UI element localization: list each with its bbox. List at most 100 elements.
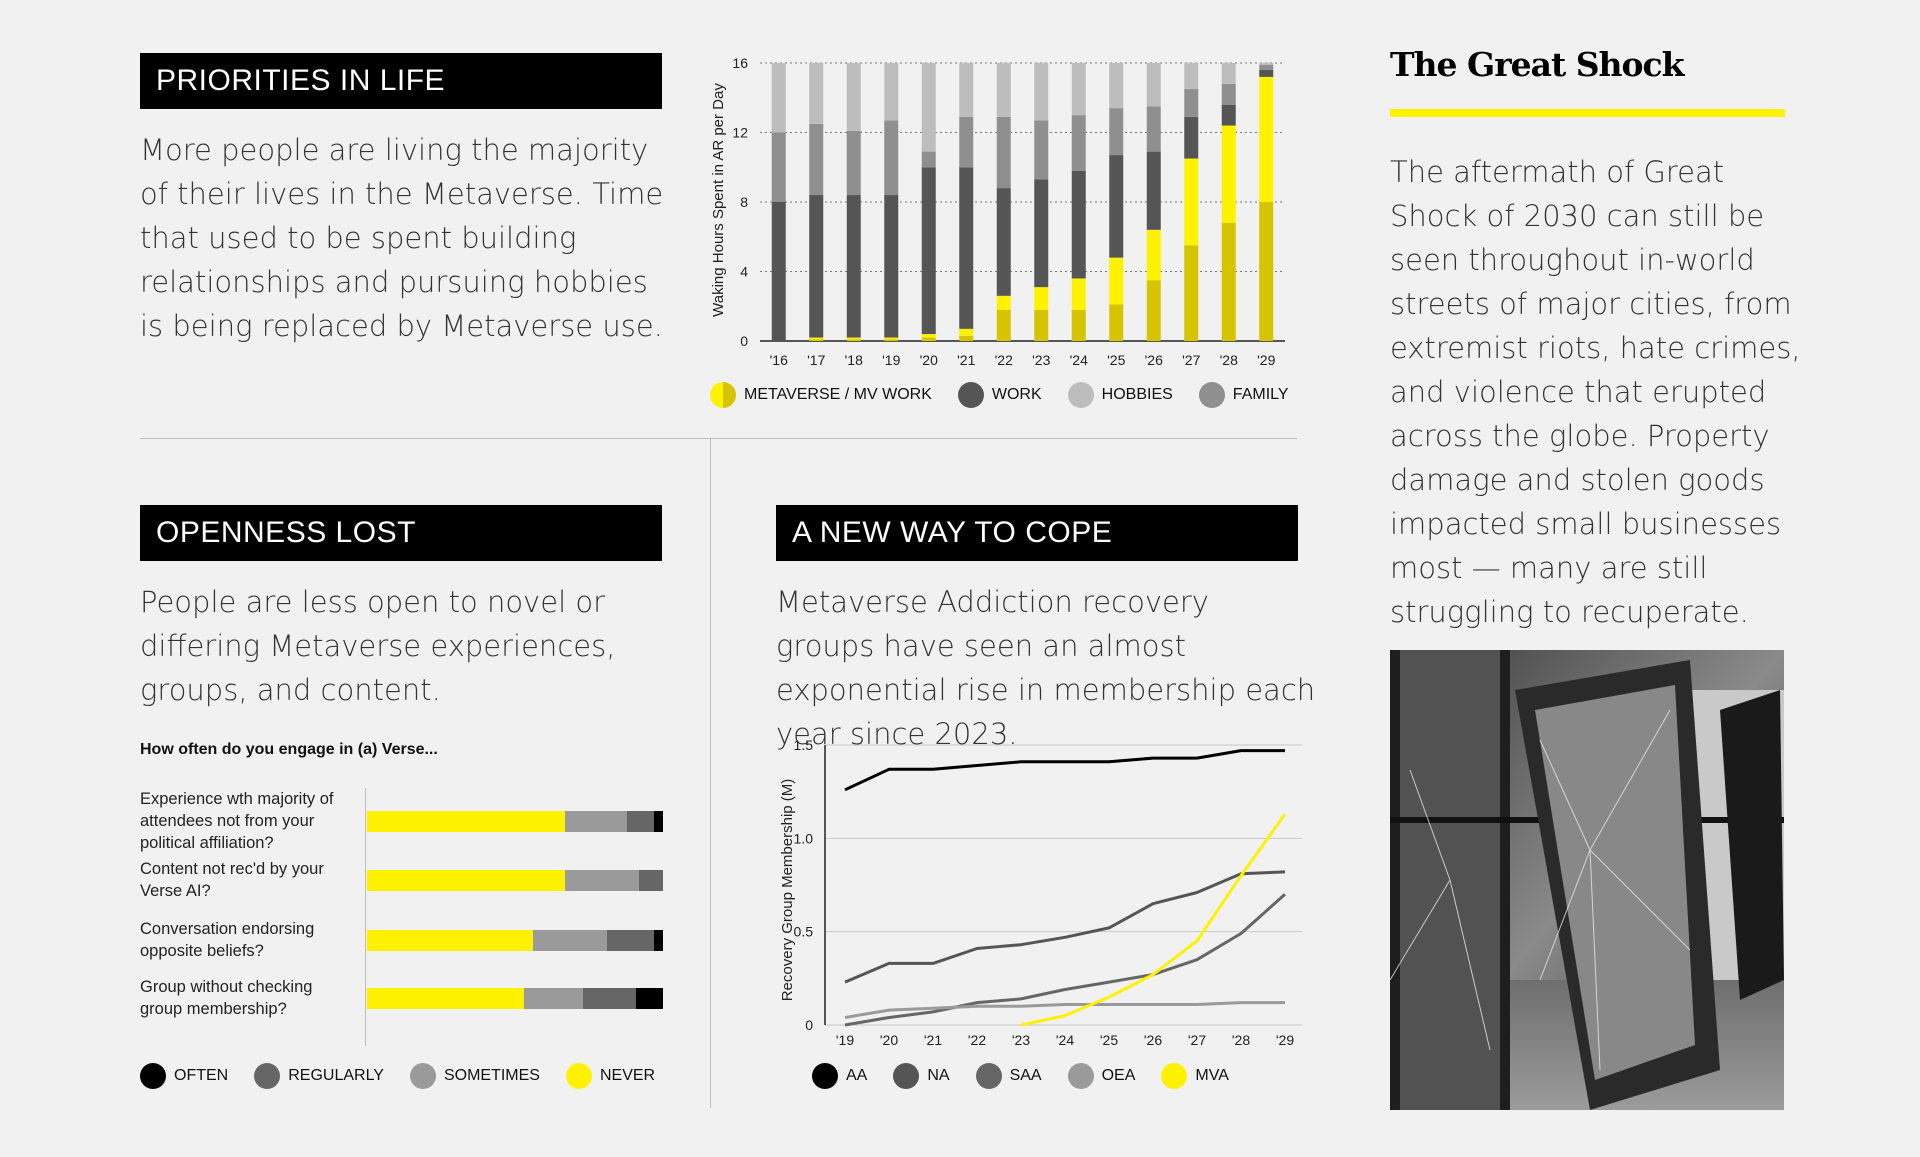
bar-segment: [583, 988, 637, 1009]
bar-segment: [921, 167, 936, 335]
legend-label: REGULARLY: [288, 1067, 384, 1084]
priorities-title: PRIORITIES IN LIFE: [140, 53, 662, 109]
great-shock-title: The Great Shock: [1390, 45, 1685, 84]
bar-segment: [1184, 158, 1199, 246]
legend-swatch: [1161, 1063, 1188, 1089]
survey-question-label: Conversation endorsing opposite beliefs?: [140, 920, 315, 960]
x-tick-label: '22: [968, 1032, 986, 1048]
bar-segment: [771, 132, 786, 202]
legend-label: WORK: [991, 386, 1042, 403]
series-line-mva: [1020, 813, 1287, 1027]
bar-segment: [367, 988, 524, 1009]
bar-segment: [367, 930, 533, 951]
bar-segment: [532, 930, 607, 951]
y-tick-label: 16: [732, 55, 748, 71]
bar-segment: [809, 337, 824, 340]
bar-segment: [1221, 104, 1236, 126]
bar-segment: [1221, 63, 1236, 84]
great-shock-accent-rule: [1390, 109, 1785, 117]
openness-body: People are less open to novel or differi…: [140, 585, 616, 707]
legend-item: OEA: [1067, 1063, 1135, 1089]
stacked-hbar: [367, 870, 663, 891]
x-tick-label: '16: [770, 352, 788, 368]
section-divider-vertical: [710, 438, 711, 1108]
broken-glass-door-photo: [1390, 650, 1784, 1110]
bar-segment: [1146, 63, 1161, 107]
bar-segment: [809, 63, 824, 124]
series-line-oea: [844, 1001, 1285, 1019]
bar-segment: [606, 930, 655, 951]
line-chart-y-axis-label: Recovery Group Membership (M): [779, 779, 796, 1002]
legend-label: AA: [846, 1067, 868, 1084]
survey-question-label: Content not rec'd by your Verse AI?: [140, 860, 324, 900]
bar-segment: [1221, 83, 1236, 105]
bar-segment: [884, 195, 899, 338]
bar-segment: [959, 167, 974, 329]
x-tick-label: '18: [845, 352, 863, 368]
bar-segment: [1184, 89, 1199, 117]
hbar-axis-line: [365, 788, 366, 1046]
bar-segment: [1184, 63, 1199, 90]
bar-segment: [654, 930, 663, 951]
bar-segment: [1109, 257, 1124, 305]
x-tick-label: '28: [1232, 1032, 1250, 1048]
survey-question-title: How often do you engage in (a) Verse...: [140, 741, 438, 758]
bar-segment: [996, 188, 1011, 296]
legend-item: FAMILY: [1198, 382, 1289, 408]
bar-segment: [1071, 278, 1086, 310]
legend-swatch: [710, 382, 736, 408]
priorities-body: More people are living the majority of t…: [140, 133, 664, 343]
legend-label: SOMETIMES: [443, 1067, 540, 1084]
cope-title: A NEW WAY TO COPE: [776, 505, 1298, 561]
x-tick-label: '21: [957, 352, 975, 368]
stacked-hbar: [367, 930, 663, 951]
bar-segment: [1259, 76, 1274, 202]
bar-segment: [1071, 115, 1086, 171]
bar-segment: [846, 195, 861, 338]
bar-segment: [1146, 106, 1161, 152]
series-line-aa: [844, 749, 1285, 792]
bar-chart-y-axis-label: Waking Hours Spent in AR per Day: [710, 83, 727, 317]
bar-segment: [654, 811, 663, 832]
stacked-hbar: [367, 988, 663, 1009]
legend-swatch: [409, 1063, 436, 1089]
legend-item: WORK: [957, 382, 1042, 408]
legend-label: HOBBIES: [1101, 386, 1173, 403]
bar-segment: [367, 870, 566, 891]
bar-segment: [996, 63, 1011, 117]
openness-title: OPENNESS LOST: [140, 505, 662, 561]
bar-segment: [959, 63, 974, 117]
y-tick-label: 1.0: [794, 830, 814, 846]
legend-swatch: [1198, 382, 1225, 408]
bar-segment: [996, 116, 1011, 189]
cope-legend: AA NA SAA OEA MVA: [812, 1063, 1255, 1089]
x-tick-label: '27: [1188, 1032, 1206, 1048]
bar-segment: [959, 335, 974, 341]
legend-item: METAVERSE / MV WORK: [710, 382, 932, 408]
bar-segment: [959, 116, 974, 168]
y-tick-label: 8: [740, 194, 748, 210]
x-tick-label: '24: [1070, 352, 1088, 368]
bar-segment: [1034, 309, 1049, 341]
bar-segment: [1259, 69, 1274, 77]
bar-segment: [921, 151, 936, 168]
bar-segment: [367, 811, 566, 832]
bar-segment: [884, 120, 899, 196]
stacked-hbar: [367, 811, 663, 832]
bar-segment: [846, 130, 861, 196]
bar-segment: [996, 295, 1011, 310]
x-tick-label: '27: [1182, 352, 1200, 368]
legend-item: OFTEN: [140, 1063, 228, 1089]
bar-segment: [639, 870, 663, 891]
legend-swatch: [975, 1063, 1002, 1089]
bar-segment: [846, 63, 861, 131]
bar-segment: [884, 337, 899, 340]
openness-legend: OFTEN REGULARLY SOMETIMES NEVER: [140, 1063, 681, 1089]
bar-segment: [1034, 63, 1049, 121]
y-tick-label: 1.5: [794, 737, 814, 753]
bar-segment: [1109, 108, 1124, 156]
bar-segment: [884, 63, 899, 121]
bar-segment: [565, 870, 640, 891]
series-line-na: [844, 870, 1286, 984]
great-shock-body: The aftermath of Great Shock of 2030 can…: [1390, 155, 1801, 629]
